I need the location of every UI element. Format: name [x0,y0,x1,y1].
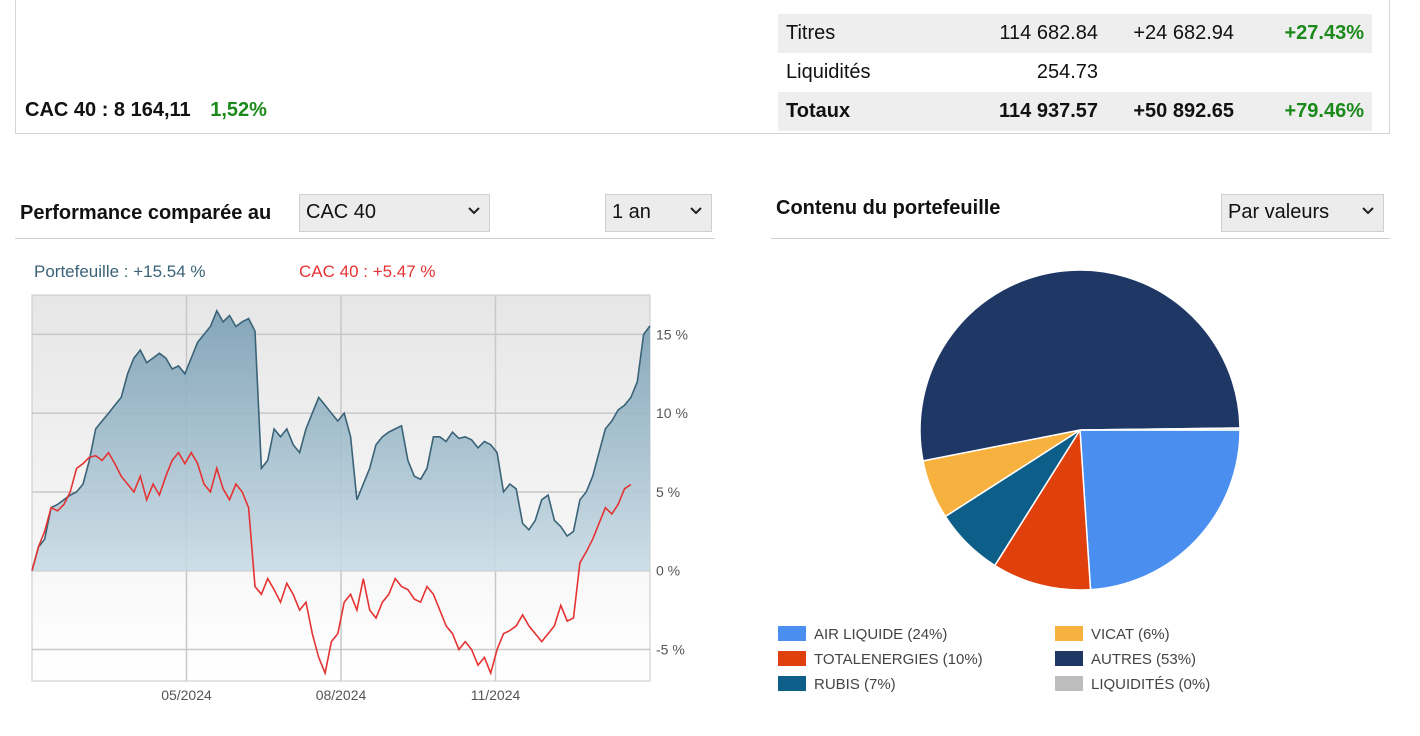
index-select[interactable]: CAC 40 [299,194,490,232]
x-tick-label: 05/2024 [161,687,212,703]
row-gain: +24 682.94 [1106,14,1242,53]
table-row: Titres 114 682.84 +24 682.94 +27.43% [778,14,1372,53]
legend-label: VICAT (6%) [1091,626,1170,643]
portfolio-pie-chart [919,269,1241,591]
y-tick-label: 5 % [656,484,680,500]
x-tick-label: 08/2024 [316,687,367,703]
legend-swatch [1055,676,1083,691]
legend-portfolio: Portefeuille : +15.54 % [34,262,206,281]
table-row: Totaux 114 937.57 +50 892.65 +79.46% [778,92,1372,131]
legend-swatch [778,651,806,666]
row-value: 114 682.84 [948,14,1106,53]
portfolio-summary: CAC 40 : 8 164,11 1,52% [15,0,1390,134]
pie-legend-item: AIR LIQUIDE (24%) [778,626,947,643]
view-mode-value: Par valeurs [1228,201,1330,223]
chevron-down-icon [1362,207,1374,215]
pie-slice [1079,427,1241,431]
row-pct: +79.46% [1242,92,1372,131]
pie-legend-item: TOTALENERGIES (10%) [778,651,983,668]
pie-slice [993,427,1092,591]
performance-line-chart: 15 % 10 % 5 % 0 % -5 % 05/2024 08/2024 11/2024 [31,294,688,703]
legend-swatch [1055,626,1083,641]
performance-header: Performance comparée au CAC 40 1 an [15,188,715,239]
portfolio-area [32,310,650,571]
pie-legend-item: LIQUIDITÉS (0%) [1055,676,1210,693]
legend-label: AIR LIQUIDE (24%) [814,626,948,643]
totals-table: Titres 114 682.84 +24 682.94 +27.43% Liq… [778,14,1372,131]
portfolio-header: Contenu du portefeuille Par valeurs [771,188,1390,239]
pie-legend-item: RUBIS (7%) [778,676,896,693]
legend-label: TOTALENERGIES (10%) [814,651,983,668]
row-label: Totaux [778,92,948,131]
y-tick-label: 0 % [656,563,680,579]
row-gain: +50 892.65 [1106,92,1242,131]
y-tick-label: 10 % [656,405,688,421]
pie-legend-item: VICAT (6%) [1055,626,1170,643]
portfolio-series-line [31,308,651,571]
performance-title: Performance comparée au [20,202,272,224]
row-label: Titres [778,14,948,53]
chevron-down-icon [690,207,702,215]
period-select-value: 1 an [612,201,651,223]
pie-slice [919,269,1241,462]
x-tick-label: 11/2024 [471,687,521,703]
y-tick-label: 15 % [656,326,688,342]
view-mode-select[interactable]: Par valeurs [1221,194,1384,232]
table-row: Liquidités 254.73 [778,53,1372,92]
index-quote: CAC 40 : 8 164,11 1,52% [25,99,267,122]
pie-slice [1079,429,1241,591]
row-gain [1106,53,1242,92]
portfolio-title: Contenu du portefeuille [776,197,1001,219]
index-label: CAC 40 : 8 164,11 [25,99,191,121]
legend-index: CAC 40 : +5.47 % [299,262,436,281]
index-change: 1,52% [210,99,267,121]
pie-legend: AIR LIQUIDE (24%) VICAT (6%) TOTALENERGIES… [778,626,1338,706]
legend-label: LIQUIDITÉS (0%) [1091,676,1211,693]
period-select[interactable]: 1 an [605,194,712,232]
chevron-down-icon [468,207,480,215]
legend-swatch [1055,651,1083,666]
index-select-value: CAC 40 [306,201,377,223]
row-value: 254.73 [1036,61,1098,83]
pie-legend-item: AUTRES (53%) [1055,651,1196,668]
legend-label: AUTRES (53%) [1091,651,1197,668]
row-pct [1242,53,1372,92]
row-pct: +27.43% [1242,14,1372,53]
legend-swatch [778,676,806,691]
legend-label: RUBIS (7%) [814,676,896,693]
row-label: Liquidités [786,61,871,83]
index-series-line [31,450,632,676]
y-tick-label: -5 % [656,641,685,657]
row-value: 114 937.57 [948,92,1106,131]
legend-swatch [778,626,806,641]
